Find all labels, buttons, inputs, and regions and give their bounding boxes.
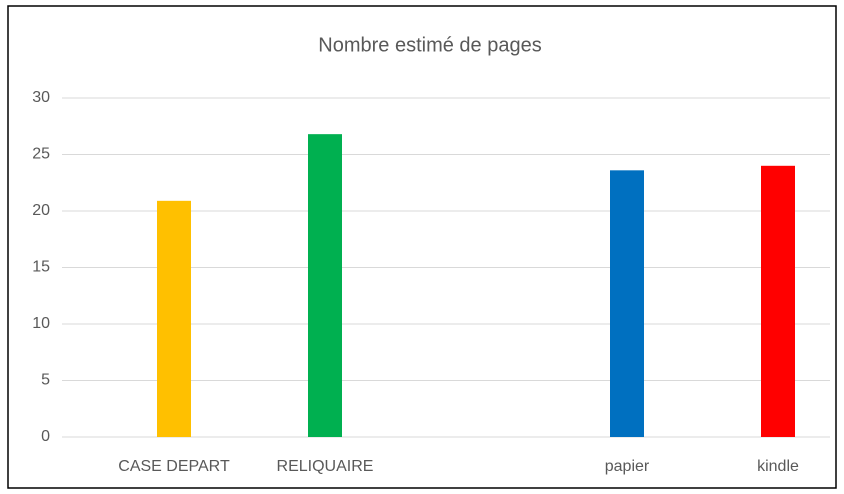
chart-title: Nombre estimé de pages: [318, 34, 541, 56]
y-tick-label: 20: [32, 202, 50, 219]
bar: [157, 200, 191, 437]
y-tick-label: 0: [41, 428, 50, 445]
y-tick-label: 5: [41, 372, 50, 389]
x-tick-label: papier: [605, 458, 650, 475]
x-tick-label: kindle: [757, 458, 799, 475]
y-tick-label: 15: [32, 259, 50, 276]
chart-border: [7, 5, 837, 489]
bar: [308, 134, 342, 437]
y-tick-label: 25: [32, 146, 50, 163]
bar: [610, 170, 644, 437]
x-tick-label: RELIQUAIRE: [277, 458, 374, 475]
bar: [761, 165, 795, 438]
x-tick-label: CASE DEPART: [118, 458, 230, 475]
y-tick-label: 30: [32, 89, 50, 106]
y-tick-label: 10: [32, 315, 50, 332]
